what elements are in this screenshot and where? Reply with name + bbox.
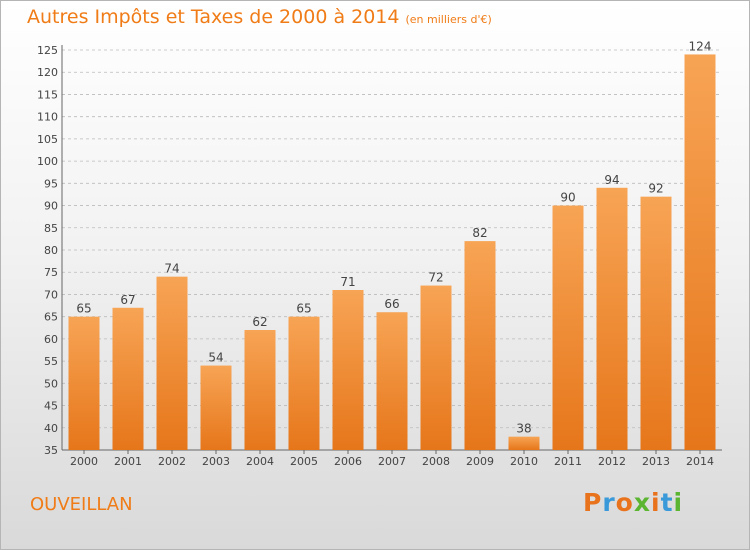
bar-2010 [508, 436, 540, 450]
data-label: 65 [76, 302, 91, 316]
y-tick-label: 115 [37, 88, 58, 101]
y-tick-label: 80 [44, 244, 58, 257]
x-tick-label: 2002 [158, 455, 186, 468]
data-label: 94 [604, 173, 619, 187]
y-tick-label: 85 [44, 222, 58, 235]
x-tick-label: 2004 [246, 455, 274, 468]
data-label: 90 [560, 191, 575, 205]
y-tick-label: 75 [44, 266, 58, 279]
x-tick-label: 2008 [422, 455, 450, 468]
y-tick-label: 100 [37, 155, 58, 168]
bar-2007 [376, 312, 408, 450]
x-tick-label: 2009 [466, 455, 494, 468]
proxiti-logo[interactable]: Proxiti [583, 488, 683, 517]
tick-labels: 35 40 45 50 55 60 65 70 75 80 85 90 95 100 105 110 115 12… [37, 44, 714, 468]
bar-2009 [464, 241, 496, 450]
logo-letter: t [660, 488, 674, 517]
x-tick-label: 2014 [686, 455, 714, 468]
data-label: 66 [384, 297, 399, 311]
data-label: 72 [428, 271, 443, 285]
bars [68, 54, 716, 450]
y-tick-label: 70 [44, 288, 58, 301]
bar-2005 [288, 316, 320, 450]
y-tick-label: 35 [44, 444, 58, 457]
y-tick-label: 65 [44, 311, 58, 324]
bar-2006 [332, 290, 364, 450]
data-label: 124 [689, 39, 712, 53]
x-tick-label: 2001 [114, 455, 142, 468]
logo-letter: o [615, 488, 634, 517]
chart-title-text: Autres Impôts et Taxes de 2000 à 2014 [27, 6, 400, 28]
bar-2014 [684, 54, 716, 450]
data-label: 38 [516, 422, 531, 436]
logo-letter: r [602, 488, 616, 517]
y-tick-label: 40 [44, 422, 58, 435]
x-tick-label: 2010 [510, 455, 538, 468]
y-tick-label: 95 [44, 177, 58, 190]
bar-2004 [244, 330, 276, 450]
x-tick-label: 2013 [642, 455, 670, 468]
y-tick-label: 125 [37, 44, 58, 57]
logo-letter: P [583, 488, 603, 517]
bar-2003 [200, 365, 232, 450]
bar-2011 [552, 205, 584, 450]
y-tick-label: 45 [44, 400, 58, 413]
bar-2008 [420, 285, 452, 450]
data-label: 65 [296, 302, 311, 316]
x-tick-label: 2005 [290, 455, 318, 468]
y-tick-label: 120 [37, 66, 58, 79]
data-label: 92 [648, 182, 663, 196]
logo-letter: x [633, 488, 651, 517]
bar-2001 [112, 307, 144, 450]
y-tick-label: 90 [44, 200, 58, 213]
x-tick-label: 2007 [378, 455, 406, 468]
data-labels: 65 67 74 54 62 65 71 66 72 82 38 90 94 92 124 [76, 39, 711, 435]
bar-2013 [640, 196, 672, 450]
bar-2000 [68, 316, 100, 450]
bar-2012 [596, 187, 628, 450]
x-tick-label: 2006 [334, 455, 362, 468]
data-label: 74 [164, 262, 179, 276]
logo-letter: i [673, 488, 684, 517]
y-tick-label: 55 [44, 355, 58, 368]
data-label: 62 [252, 315, 267, 329]
x-tick-label: 2000 [70, 455, 98, 468]
y-tick-label: 110 [37, 111, 58, 124]
data-label: 67 [120, 293, 135, 307]
logo-letter: i [651, 488, 661, 517]
y-tick-label: 105 [37, 133, 58, 146]
bar-2002 [156, 276, 188, 450]
data-label: 54 [208, 351, 223, 365]
y-tick-label: 60 [44, 333, 58, 346]
x-tick-label: 2011 [554, 455, 582, 468]
data-label: 82 [472, 226, 487, 240]
data-label: 71 [340, 275, 355, 289]
x-tick-label: 2012 [598, 455, 626, 468]
y-tick-label: 50 [44, 377, 58, 390]
x-tick-label: 2003 [202, 455, 230, 468]
chart-unit: (en milliers d'€) [405, 13, 492, 26]
city-name: OUVEILLAN [30, 494, 133, 515]
chart-title: Autres Impôts et Taxes de 2000 à 2014 (en… [27, 6, 492, 28]
